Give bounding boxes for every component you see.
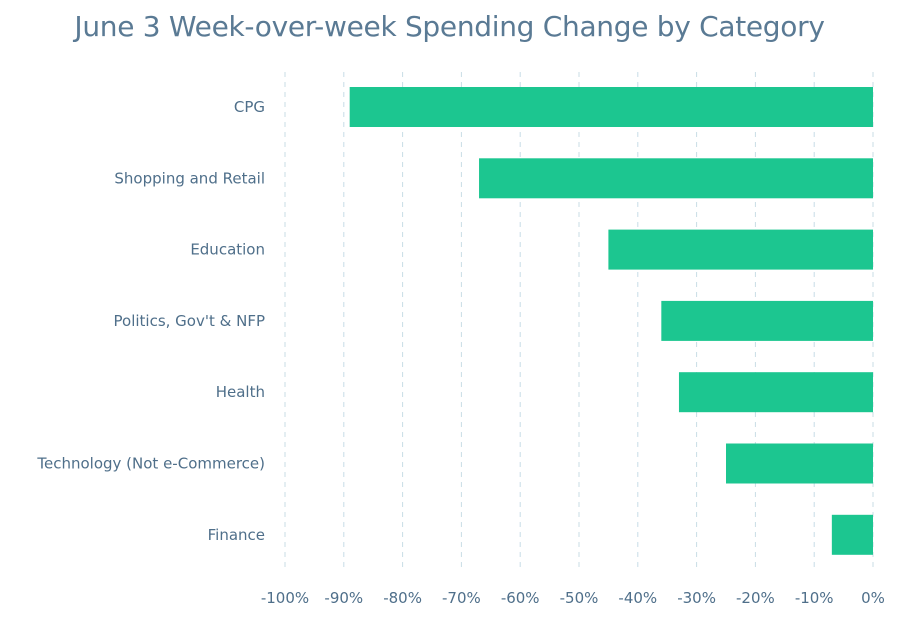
x-tick-label: -90% (324, 589, 363, 607)
x-tick-label: 0% (861, 589, 885, 607)
x-tick-label: -30% (677, 589, 716, 607)
bar (661, 300, 873, 341)
category-label: CPG (234, 98, 265, 116)
x-tick-label: -20% (736, 589, 775, 607)
x-tick-label: -10% (795, 589, 834, 607)
x-tick-label: -100% (261, 589, 309, 607)
category-label: Politics, Gov't & NFP (114, 312, 265, 330)
bar (678, 372, 873, 413)
x-tick-label: -50% (560, 589, 599, 607)
category-label: Technology (Not e-Commerce) (36, 455, 265, 473)
category-labels: CPG Shopping and Retail Education Politics,… (36, 98, 265, 544)
x-tick-label: -80% (383, 589, 422, 607)
bar (608, 229, 873, 270)
category-label: Shopping and Retail (114, 169, 265, 187)
chart-title: June 3 Week-over-week Spending Change by… (74, 10, 825, 43)
x-tick-label: -70% (442, 589, 481, 607)
bar (349, 87, 873, 127)
bar (726, 443, 873, 484)
x-tick-label: -40% (618, 589, 657, 607)
x-axis-tick-labels: -100% -90% -80% -70% -60% -50% -40% -30% -20% -10… (261, 589, 885, 607)
bar (831, 514, 873, 555)
category-label: Finance (208, 526, 265, 544)
bar-layer (349, 87, 873, 555)
category-label: Health (216, 383, 265, 401)
category-label: Education (190, 241, 265, 259)
bar (479, 158, 873, 199)
x-tick-label: -60% (501, 589, 540, 607)
grid-layer (284, 72, 874, 570)
